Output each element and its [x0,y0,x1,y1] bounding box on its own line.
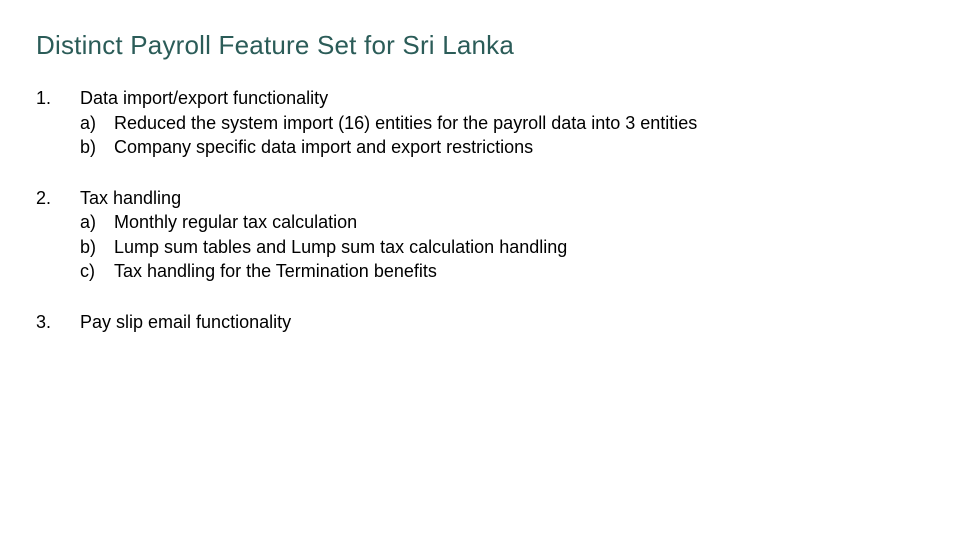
list-item: 1. Data import/export functionality [36,87,943,110]
list-subitem: c) Tax handling for the Termination bene… [36,260,943,283]
sub-text: Reduced the system import (16) entities … [114,112,943,135]
list-subitem: b) Lump sum tables and Lump sum tax calc… [36,236,943,259]
list-number: 1. [36,87,58,110]
page-title: Distinct Payroll Feature Set for Sri Lan… [36,30,943,61]
sub-letter: a) [80,211,108,234]
list-subitem: a) Monthly regular tax calculation [36,211,943,234]
sub-letter: b) [80,136,108,159]
slide: Distinct Payroll Feature Set for Sri Lan… [0,0,979,551]
list-number: 3. [36,311,58,334]
sub-text: Company specific data import and export … [114,136,943,159]
sub-text: Lump sum tables and Lump sum tax calcula… [114,236,943,259]
list-item: 2. Tax handling [36,187,943,210]
sub-text: Monthly regular tax calculation [114,211,943,234]
list-label: Pay slip email functionality [80,311,943,334]
list-item: 3. Pay slip email functionality [36,311,943,334]
section-gap [36,161,943,187]
sub-text: Tax handling for the Termination benefit… [114,260,943,283]
section-gap [36,285,943,311]
list-label: Tax handling [80,187,943,210]
list-subitem: a) Reduced the system import (16) entiti… [36,112,943,135]
sub-letter: c) [80,260,108,283]
list-label: Data import/export functionality [80,87,943,110]
list-number: 2. [36,187,58,210]
sub-letter: b) [80,236,108,259]
feature-list: 1. Data import/export functionality a) R… [36,87,943,333]
sub-letter: a) [80,112,108,135]
list-subitem: b) Company specific data import and expo… [36,136,943,159]
